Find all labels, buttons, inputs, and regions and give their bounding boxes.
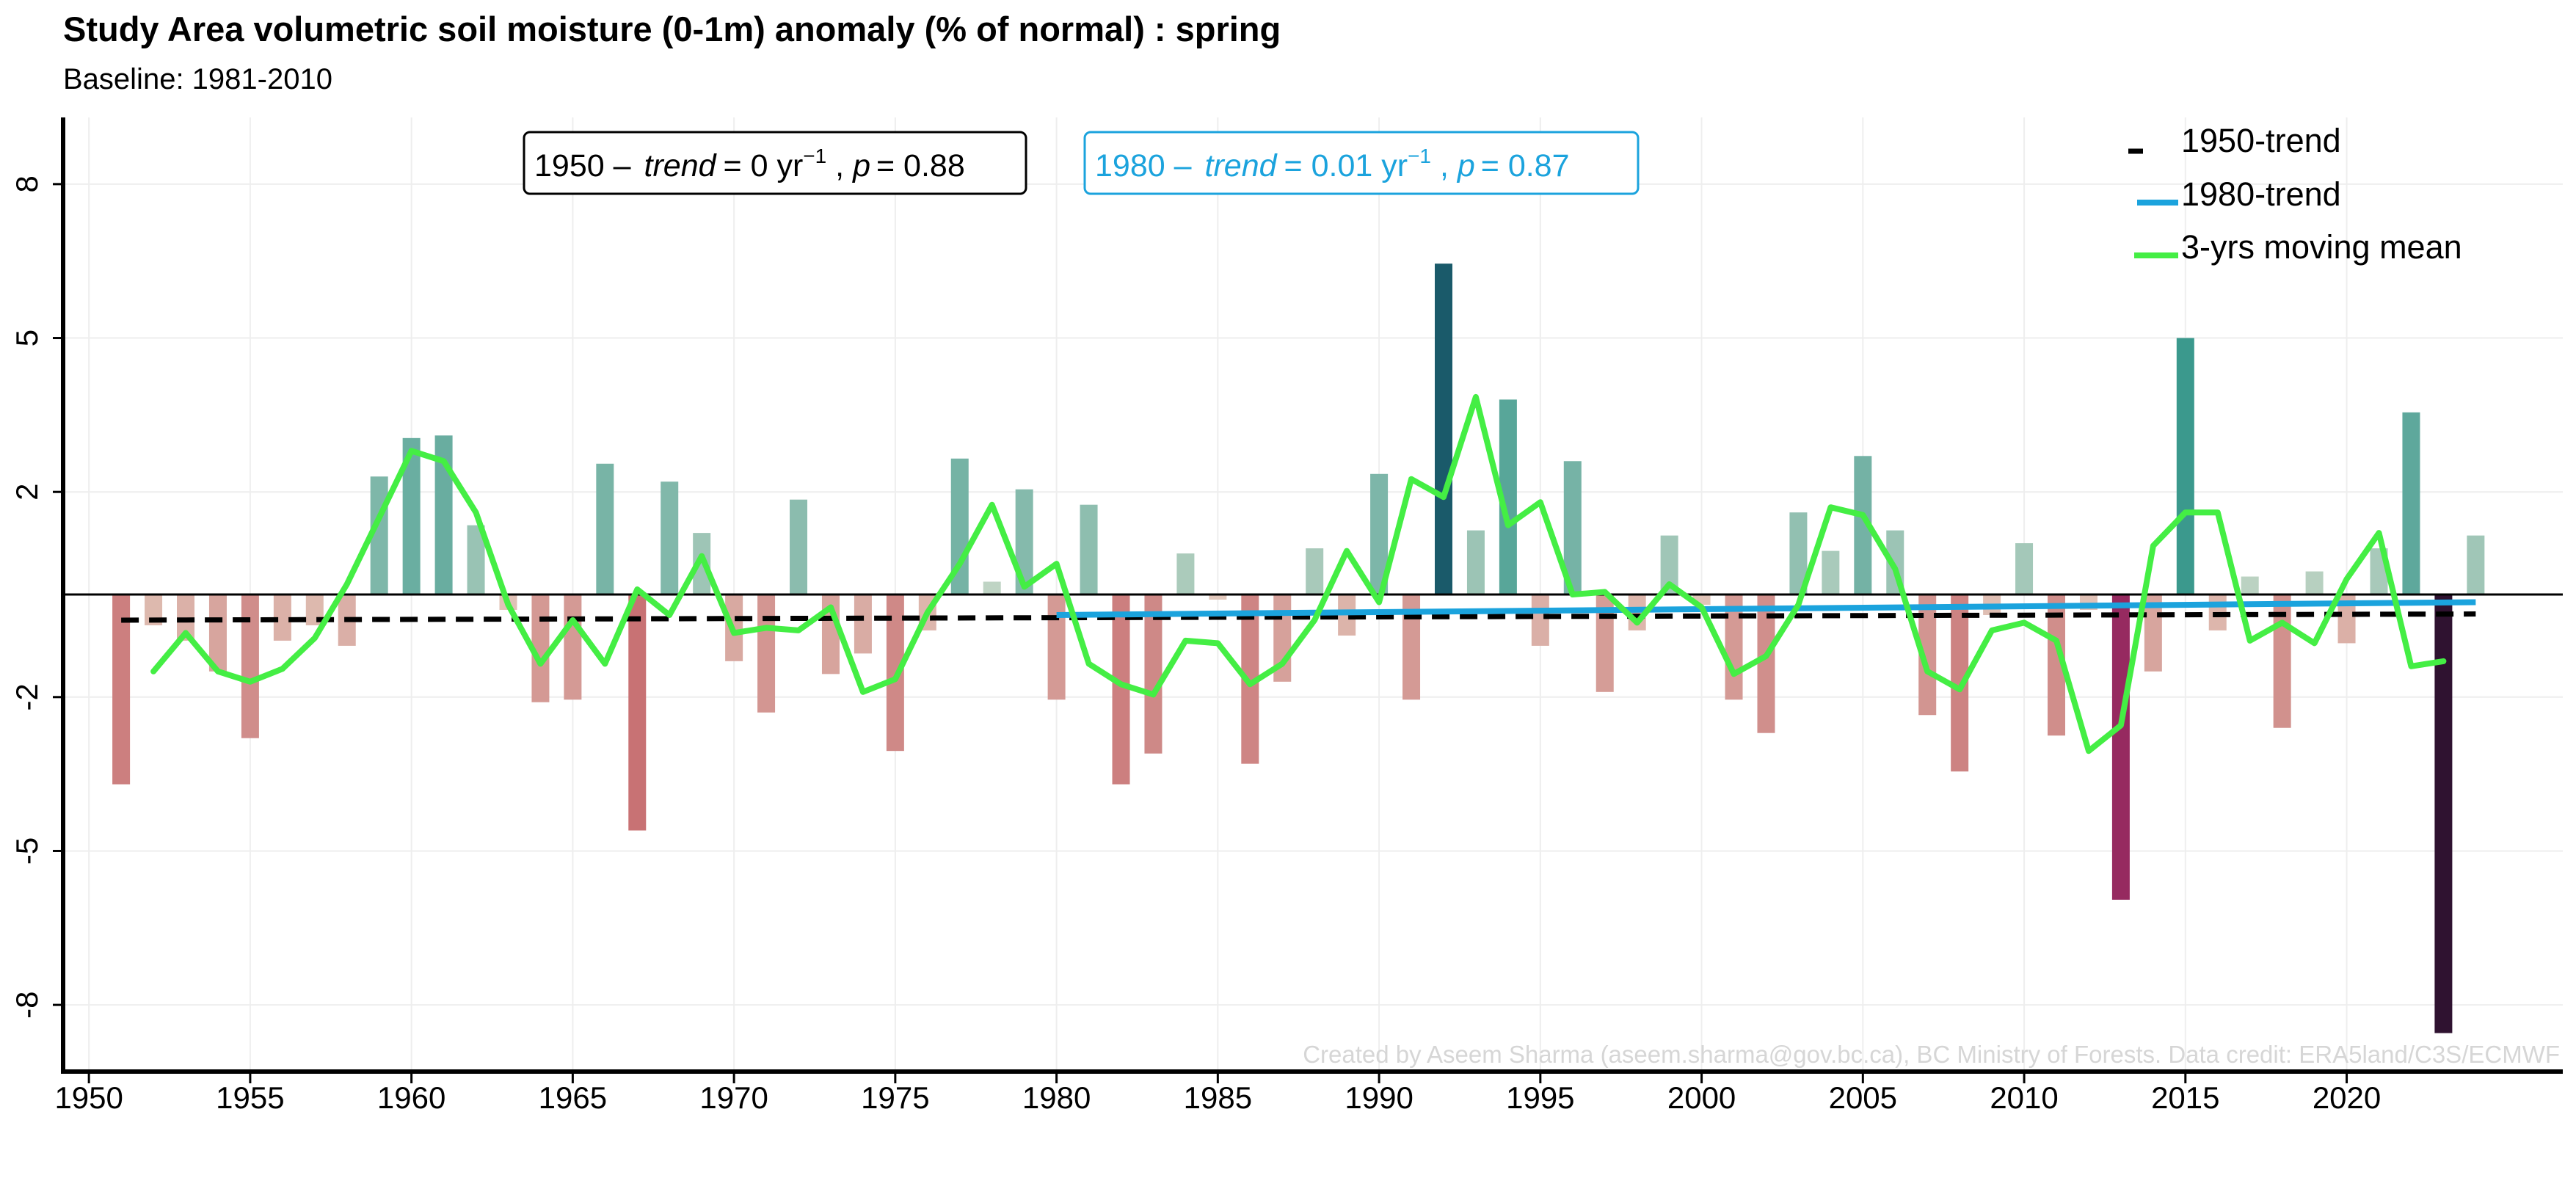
bar-1982 [1112, 594, 1130, 785]
x-tick-label: 1965 [539, 1080, 607, 1115]
legend-label-1950-trend: 1950-trend [2181, 122, 2341, 159]
legend: 1950-trend 1980-trend 3-yrs moving mean [2128, 122, 2462, 266]
anomaly-bars [112, 263, 2485, 1033]
bar-1974 [854, 594, 872, 654]
x-tick-label: 1950 [54, 1080, 123, 1115]
annotation-box-1980 [1083, 131, 1640, 195]
x-tick-label: 1985 [1184, 1080, 1252, 1115]
bar-1992 [1434, 263, 1452, 594]
y-tick-label: 5 [10, 330, 44, 346]
trend-lines [63, 393, 2563, 755]
legend-label-1980-trend: 1980-trend [2181, 175, 2341, 213]
x-tick-label: 2010 [1990, 1080, 2058, 1115]
bar-2013 [2111, 594, 2130, 900]
bar-2001 [1725, 594, 1743, 700]
bar-2015 [2176, 338, 2194, 594]
bar-1993 [1466, 530, 1485, 594]
bar-2010 [2015, 543, 2034, 594]
annotation-text-1980: 1980 – trend = 0.01 yr−1 , p = 0.87 [1095, 145, 1570, 183]
y-tick-label: -5 [10, 837, 44, 865]
x-tick-label: 1970 [699, 1080, 768, 1115]
annotation-box-1950 [523, 131, 1027, 195]
y-tick-label: -2 [10, 683, 44, 710]
bar-1955 [241, 594, 259, 738]
bar-1967 [628, 594, 647, 831]
bar-1988 [1306, 548, 1324, 594]
moving-mean-line [150, 393, 2447, 755]
legend-label-moving-mean: 3-yrs moving mean [2181, 228, 2462, 266]
y-tick-label: 8 [10, 175, 44, 192]
axes: -8 -5 -2 2 5 8 1950 1955 1960 1965 1970 1975 1980 198… [10, 117, 2563, 1115]
x-tick-label: 2000 [1667, 1080, 1736, 1115]
bar-2019 [2305, 571, 2324, 594]
bar-2023 [2434, 594, 2453, 1033]
bar-1954 [208, 594, 227, 672]
bar-1978 [983, 581, 1001, 594]
bar-1995 [1531, 594, 1549, 646]
bar-1981 [1080, 504, 1098, 594]
annotation-trend-1980: 1980 – trend = 0.01 yr−1 , p = 0.87 [1083, 131, 1640, 195]
x-tick-label: 1960 [377, 1080, 445, 1115]
bar-2022 [2402, 412, 2420, 594]
bar-2024 [2467, 535, 2485, 594]
bar-1971 [757, 594, 776, 713]
bar-1983 [1144, 594, 1163, 754]
bar-2004 [1822, 550, 1840, 594]
bar-1965 [564, 594, 582, 700]
bar-1966 [596, 463, 614, 594]
annotation-trend-1950: 1950 – trend = 0 yr−1 , p = 0.88 [523, 131, 1027, 195]
chart-subtitle: Baseline: 1981-2010 [63, 63, 332, 95]
bar-1951 [112, 594, 131, 785]
bar-2017 [2241, 576, 2259, 594]
x-tick-label: 2015 [2151, 1080, 2219, 1115]
bar-1968 [661, 481, 679, 594]
x-tick-label: 2005 [1829, 1080, 1897, 1115]
x-tick-label: 1955 [216, 1080, 284, 1115]
credit-text: Created by Aseem Sharma (aseem.sharma@go… [1303, 1041, 2560, 1068]
chart-title: Study Area volumetric soil moisture (0-1… [63, 10, 1281, 48]
x-tick-label: 1990 [1345, 1080, 1413, 1115]
x-tick-label: 1980 [1022, 1080, 1091, 1115]
bar-1984 [1176, 553, 1195, 594]
y-tick-label: -8 [10, 991, 44, 1018]
x-tick-label: 2020 [2313, 1080, 2381, 1115]
x-tick-label: 1995 [1506, 1080, 1574, 1115]
x-tick-label: 1975 [861, 1080, 929, 1115]
bar-1972 [790, 499, 808, 594]
bar-1985 [1209, 594, 1227, 600]
bar-1980 [1047, 594, 1066, 700]
y-tick-label: 2 [10, 484, 44, 501]
annotation-text-1950: 1950 – trend = 0 yr−1 , p = 0.88 [534, 145, 965, 183]
